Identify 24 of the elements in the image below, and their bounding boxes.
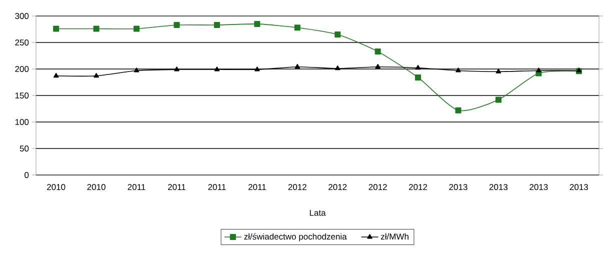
x-tick-label: 2012 bbox=[328, 184, 347, 190]
y-tick-label: 200 bbox=[15, 66, 29, 72]
y-tick-label: 100 bbox=[15, 118, 29, 126]
x-tick-label: 2013 bbox=[489, 184, 508, 190]
x-tick-label: 2012 bbox=[409, 184, 428, 190]
y-tick-label: 150 bbox=[15, 92, 29, 99]
x-tick-label: 2011 bbox=[128, 184, 146, 190]
x-tick-label: 2010 bbox=[87, 184, 106, 190]
y-tick-label: 50 bbox=[20, 145, 29, 152]
x-tick-label: 2013 bbox=[530, 184, 548, 190]
legend-label: zł/MWh bbox=[380, 233, 408, 240]
x-tick-label: 2012 bbox=[368, 184, 387, 190]
y-tick-label: 300 bbox=[15, 12, 29, 20]
x-tick-label: 2010 bbox=[47, 184, 66, 190]
x-tick-label: 2013 bbox=[449, 184, 468, 190]
x-tick-label: 2012 bbox=[288, 184, 306, 190]
x-tick-label: 2011 bbox=[248, 184, 266, 190]
x-axis-title: Lata bbox=[310, 210, 326, 216]
x-tick-label: 2013 bbox=[570, 184, 588, 190]
y-tick-label: 250 bbox=[15, 39, 29, 46]
legend-label: zł/świadectwo pochodzenia bbox=[244, 233, 347, 242]
x-tick-label: 2011 bbox=[168, 184, 186, 190]
x-tick-label: 2011 bbox=[208, 184, 226, 190]
y-tick-label: 0 bbox=[24, 172, 29, 178]
